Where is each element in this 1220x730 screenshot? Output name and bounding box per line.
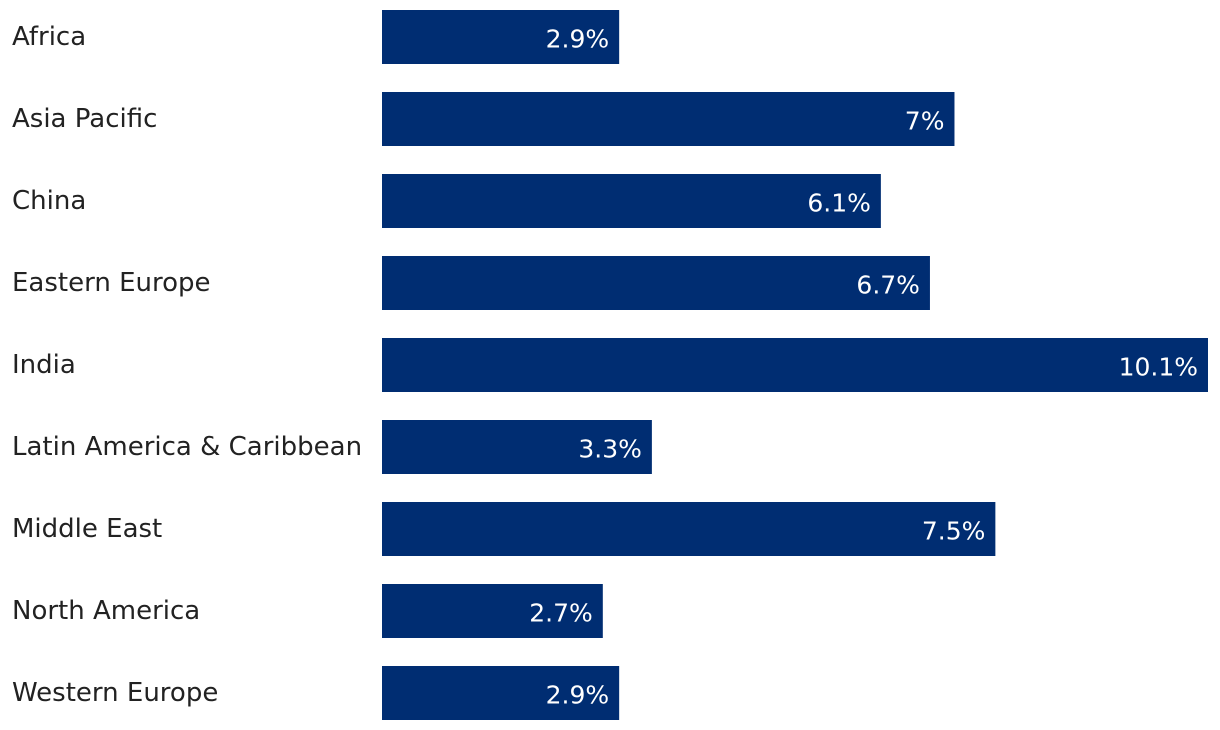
bar [382, 584, 603, 638]
value-label: 2.7% [529, 599, 593, 628]
category-label: Eastern Europe [12, 268, 211, 298]
category-labels: Africa Asia Pacific China Eastern Europe Ind… [12, 22, 362, 708]
category-label: Asia Pacific [12, 104, 157, 134]
category-label: Latin America & Caribbean [12, 432, 362, 462]
bar [382, 666, 620, 720]
category-label: Middle East [12, 514, 162, 544]
value-label: 6.1% [807, 189, 871, 218]
value-label: 7% [905, 107, 945, 136]
category-label: Western Europe [12, 678, 218, 708]
bar [382, 92, 955, 146]
bar [382, 174, 881, 228]
bar [382, 338, 1208, 392]
bar [382, 10, 620, 64]
bar [382, 502, 996, 556]
category-label: Africa [12, 22, 86, 52]
value-label: 7.5% [922, 517, 986, 546]
value-label: 3.3% [578, 435, 642, 464]
value-label: 6.7% [856, 271, 920, 300]
category-label: North America [12, 596, 200, 626]
bar [382, 420, 652, 474]
value-label: 2.9% [546, 681, 610, 710]
value-labels: 2.9% 7% 6.1% 6.7% 10.1% 3.3% 7.5% 2.7% 2.9% [529, 25, 1198, 710]
value-label: 10.1% [1119, 353, 1198, 382]
bars [382, 10, 1208, 720]
bar [382, 256, 930, 310]
value-label: 2.9% [546, 25, 610, 54]
category-label: India [12, 350, 76, 380]
category-label: China [12, 186, 86, 216]
